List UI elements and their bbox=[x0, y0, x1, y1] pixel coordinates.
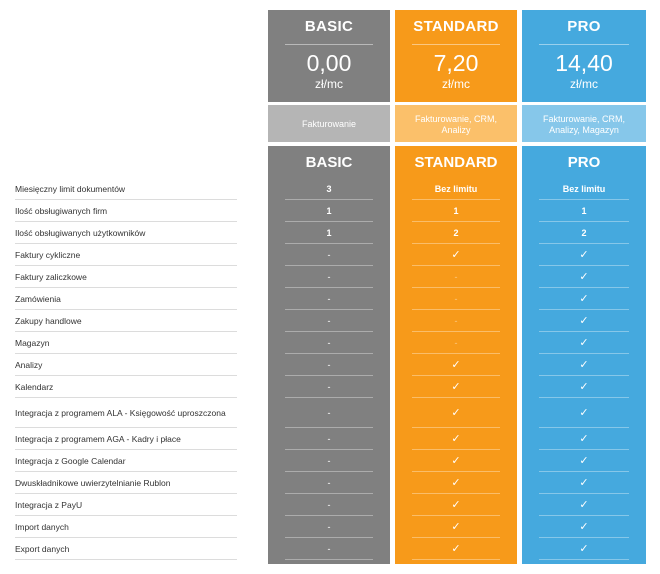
pro-cell-check-icon: ✓ bbox=[539, 332, 629, 354]
standard-cell-check-icon: ✓ bbox=[412, 494, 500, 516]
standard-plan-unit: zł/mc bbox=[442, 77, 470, 91]
basic-plan-unit: zł/mc bbox=[315, 77, 343, 91]
basic-cell-value: - bbox=[285, 266, 373, 288]
pro-column-title: PRO bbox=[567, 154, 601, 171]
basic-plan-features-text: Fakturowanie bbox=[301, 119, 357, 129]
basic-plan-header: BASIC 0,00 zł/mc bbox=[268, 10, 390, 102]
feature-label: Zakupy handlowe bbox=[15, 310, 237, 332]
standard-plan-price: 7,20 bbox=[433, 50, 479, 76]
feature-label: Faktury cykliczne bbox=[15, 244, 237, 266]
basic-cell-value: - bbox=[285, 354, 373, 376]
feature-label: Integracja z programem AGA - Kadry i pła… bbox=[15, 428, 237, 450]
pro-plan-unit: zł/mc bbox=[570, 77, 598, 91]
standard-cell-value: - bbox=[412, 310, 500, 332]
pro-cell-value: Bez limitu bbox=[539, 178, 629, 200]
standard-plan-header: STANDARD 7,20 zł/mc bbox=[395, 10, 517, 102]
standard-cell-value: Bez limitu bbox=[412, 178, 500, 200]
pro-cell-check-icon: ✓ bbox=[539, 376, 629, 398]
standard-cell-check-icon: ✓ bbox=[412, 376, 500, 398]
basic-cell-value: - bbox=[285, 494, 373, 516]
pro-cell-check-icon: ✓ bbox=[539, 354, 629, 376]
basic-cell-value: - bbox=[285, 398, 373, 428]
basic-cell-value: - bbox=[285, 310, 373, 332]
feature-label: Dwuskładnikowe uwierzytelnianie Rublon bbox=[15, 472, 237, 494]
basic-cell-value: - bbox=[285, 244, 373, 266]
basic-cell-value: - bbox=[285, 332, 373, 354]
standard-plan-features-text: Fakturowanie, CRM, Analizy bbox=[414, 113, 498, 135]
standard-plan-name: STANDARD bbox=[413, 18, 499, 35]
basic-cell-value: 1 bbox=[285, 222, 373, 244]
standard-cell-value: - bbox=[412, 288, 500, 310]
pro-cell-check-icon: ✓ bbox=[539, 450, 629, 472]
standard-cell-check-icon: ✓ bbox=[412, 354, 500, 376]
feature-label: Magazyn bbox=[15, 332, 237, 354]
feature-label: Integracja z programem ALA - Księgowość … bbox=[15, 398, 237, 428]
pro-cell-check-icon: ✓ bbox=[539, 288, 629, 310]
basic-cell-value: - bbox=[285, 428, 373, 450]
divider bbox=[412, 44, 500, 45]
standard-cell-check-icon: ✓ bbox=[412, 472, 500, 494]
basic-plan-price: 0,00 bbox=[306, 50, 352, 76]
pro-cell-check-icon: ✓ bbox=[539, 516, 629, 538]
pro-plan-price: 14,40 bbox=[555, 50, 613, 76]
feature-label: Zamówienia bbox=[15, 288, 237, 310]
pro-cell-check-icon: ✓ bbox=[539, 428, 629, 450]
pro-plan-header: PRO 14,40 zł/mc bbox=[522, 10, 646, 102]
basic-plan-name: BASIC bbox=[304, 18, 354, 35]
pro-cell-check-icon: ✓ bbox=[539, 398, 629, 428]
standard-cell-check-icon: ✓ bbox=[412, 398, 500, 428]
pro-plan-name: PRO bbox=[567, 18, 601, 35]
standard-cell-value: 1 bbox=[412, 200, 500, 222]
feature-label: Analizy bbox=[15, 354, 237, 376]
feature-label: Integracja z PayU bbox=[15, 494, 237, 516]
standard-cell-check-icon: ✓ bbox=[412, 244, 500, 266]
basic-cell-value: - bbox=[285, 538, 373, 560]
standard-cell-value: - bbox=[412, 332, 500, 354]
standard-column-title: STANDARD bbox=[414, 154, 498, 171]
feature-label: Export danych bbox=[15, 538, 237, 560]
pro-cell-check-icon: ✓ bbox=[539, 538, 629, 560]
pro-cell-check-icon: ✓ bbox=[539, 472, 629, 494]
basic-cell-value: - bbox=[285, 516, 373, 538]
feature-label: Miesięczny limit dokumentów bbox=[15, 178, 237, 200]
feature-label: Kalendarz bbox=[15, 376, 237, 398]
standard-cell-value: 2 bbox=[412, 222, 500, 244]
feature-label: Faktury zaliczkowe bbox=[15, 266, 237, 288]
basic-cell-value: - bbox=[285, 376, 373, 398]
feature-label: Integracja z Google Calendar bbox=[15, 450, 237, 472]
feature-label: Ilość obsługiwanych firm bbox=[15, 200, 237, 222]
standard-cell-check-icon: ✓ bbox=[412, 538, 500, 560]
pro-cell-check-icon: ✓ bbox=[539, 266, 629, 288]
basic-column-title: BASIC bbox=[305, 154, 353, 171]
basic-cell-value: - bbox=[285, 450, 373, 472]
standard-plan-features: Fakturowanie, CRM, Analizy bbox=[395, 105, 517, 142]
basic-cell-value: 1 bbox=[285, 200, 373, 222]
pro-cell-check-icon: ✓ bbox=[539, 244, 629, 266]
pro-plan-column: PRO Bez limitu 1 2 ✓ ✓ ✓ ✓ ✓ ✓ ✓ ✓ ✓ ✓ ✓ ✓ ✓ ✓ bbox=[522, 146, 646, 564]
basic-plan-features: Fakturowanie bbox=[268, 105, 390, 142]
basic-cell-value: - bbox=[285, 288, 373, 310]
pro-cell-check-icon: ✓ bbox=[539, 494, 629, 516]
feature-label: Ilość obsługiwanych użytkowników bbox=[15, 222, 237, 244]
standard-cell-check-icon: ✓ bbox=[412, 450, 500, 472]
basic-cell-value: - bbox=[285, 472, 373, 494]
divider bbox=[285, 44, 373, 45]
divider bbox=[539, 44, 629, 45]
standard-cell-value: - bbox=[412, 266, 500, 288]
standard-cell-check-icon: ✓ bbox=[412, 428, 500, 450]
pro-cell-check-icon: ✓ bbox=[539, 310, 629, 332]
pro-cell-value: 1 bbox=[539, 200, 629, 222]
standard-cell-check-icon: ✓ bbox=[412, 516, 500, 538]
pro-cell-value: 2 bbox=[539, 222, 629, 244]
feature-label: Import danych bbox=[15, 516, 237, 538]
basic-cell-value: 3 bbox=[285, 178, 373, 200]
pro-plan-features: Fakturowanie, CRM, Analizy, Magazyn bbox=[522, 105, 646, 142]
standard-plan-column: STANDARD Bez limitu 1 2 ✓ - - - - ✓ ✓ ✓ ✓ ✓ ✓ ✓ ✓ ✓ bbox=[395, 146, 517, 564]
pro-plan-features-text: Fakturowanie, CRM, Analizy, Magazyn bbox=[542, 113, 626, 135]
